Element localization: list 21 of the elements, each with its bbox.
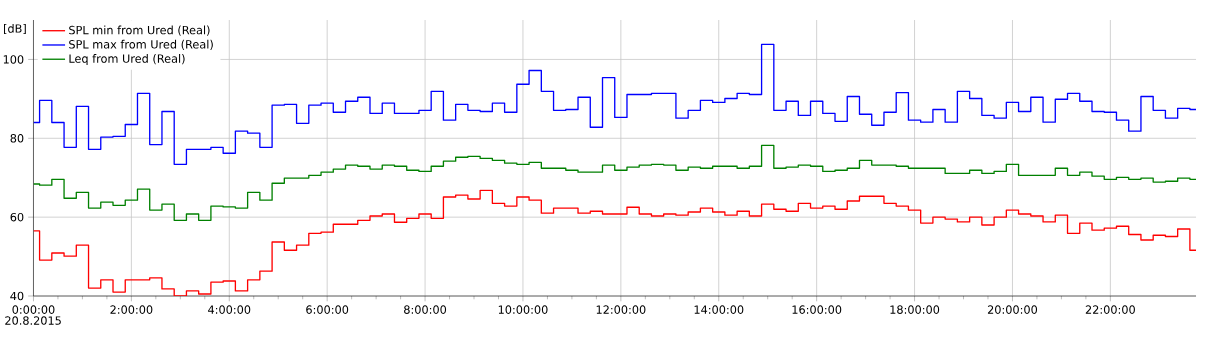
y-tick-label: 80 <box>10 134 24 143</box>
x-tick-label: 2:00:00 <box>110 305 153 314</box>
legend-label: Leq from Ured (Real) <box>69 54 185 66</box>
y-tick-label: 100 <box>3 55 24 64</box>
legend-label: SPL min from Ured (Real) <box>69 25 210 36</box>
x-tick-label: 18:00:00 <box>890 305 940 314</box>
y-tick-label: 40 <box>10 291 24 301</box>
x-tick-label: 20:00:00 <box>987 305 1038 314</box>
x-tick-label: 22:00:00 <box>1085 305 1135 314</box>
y-tick-label: 60 <box>10 212 24 222</box>
x-tick-label: 0:00:00 <box>12 305 55 314</box>
text: 20.8.2015 <box>5 316 61 325</box>
x-tick-label: 16:00:00 <box>792 305 842 314</box>
x-tick-label: 10:00:00 <box>498 305 548 314</box>
x-tick-label: 12:00:00 <box>596 305 646 314</box>
y-axis-title: [dB] <box>4 24 26 35</box>
legend-label: SPL max from Ured (Real) <box>69 39 213 50</box>
x-tick-label: 4:00:00 <box>208 305 251 314</box>
x-tick-label: 6:00:00 <box>306 305 349 314</box>
x-tick-label: 8:00:00 <box>404 305 447 314</box>
x-tick-label: 14:00:00 <box>694 305 744 314</box>
